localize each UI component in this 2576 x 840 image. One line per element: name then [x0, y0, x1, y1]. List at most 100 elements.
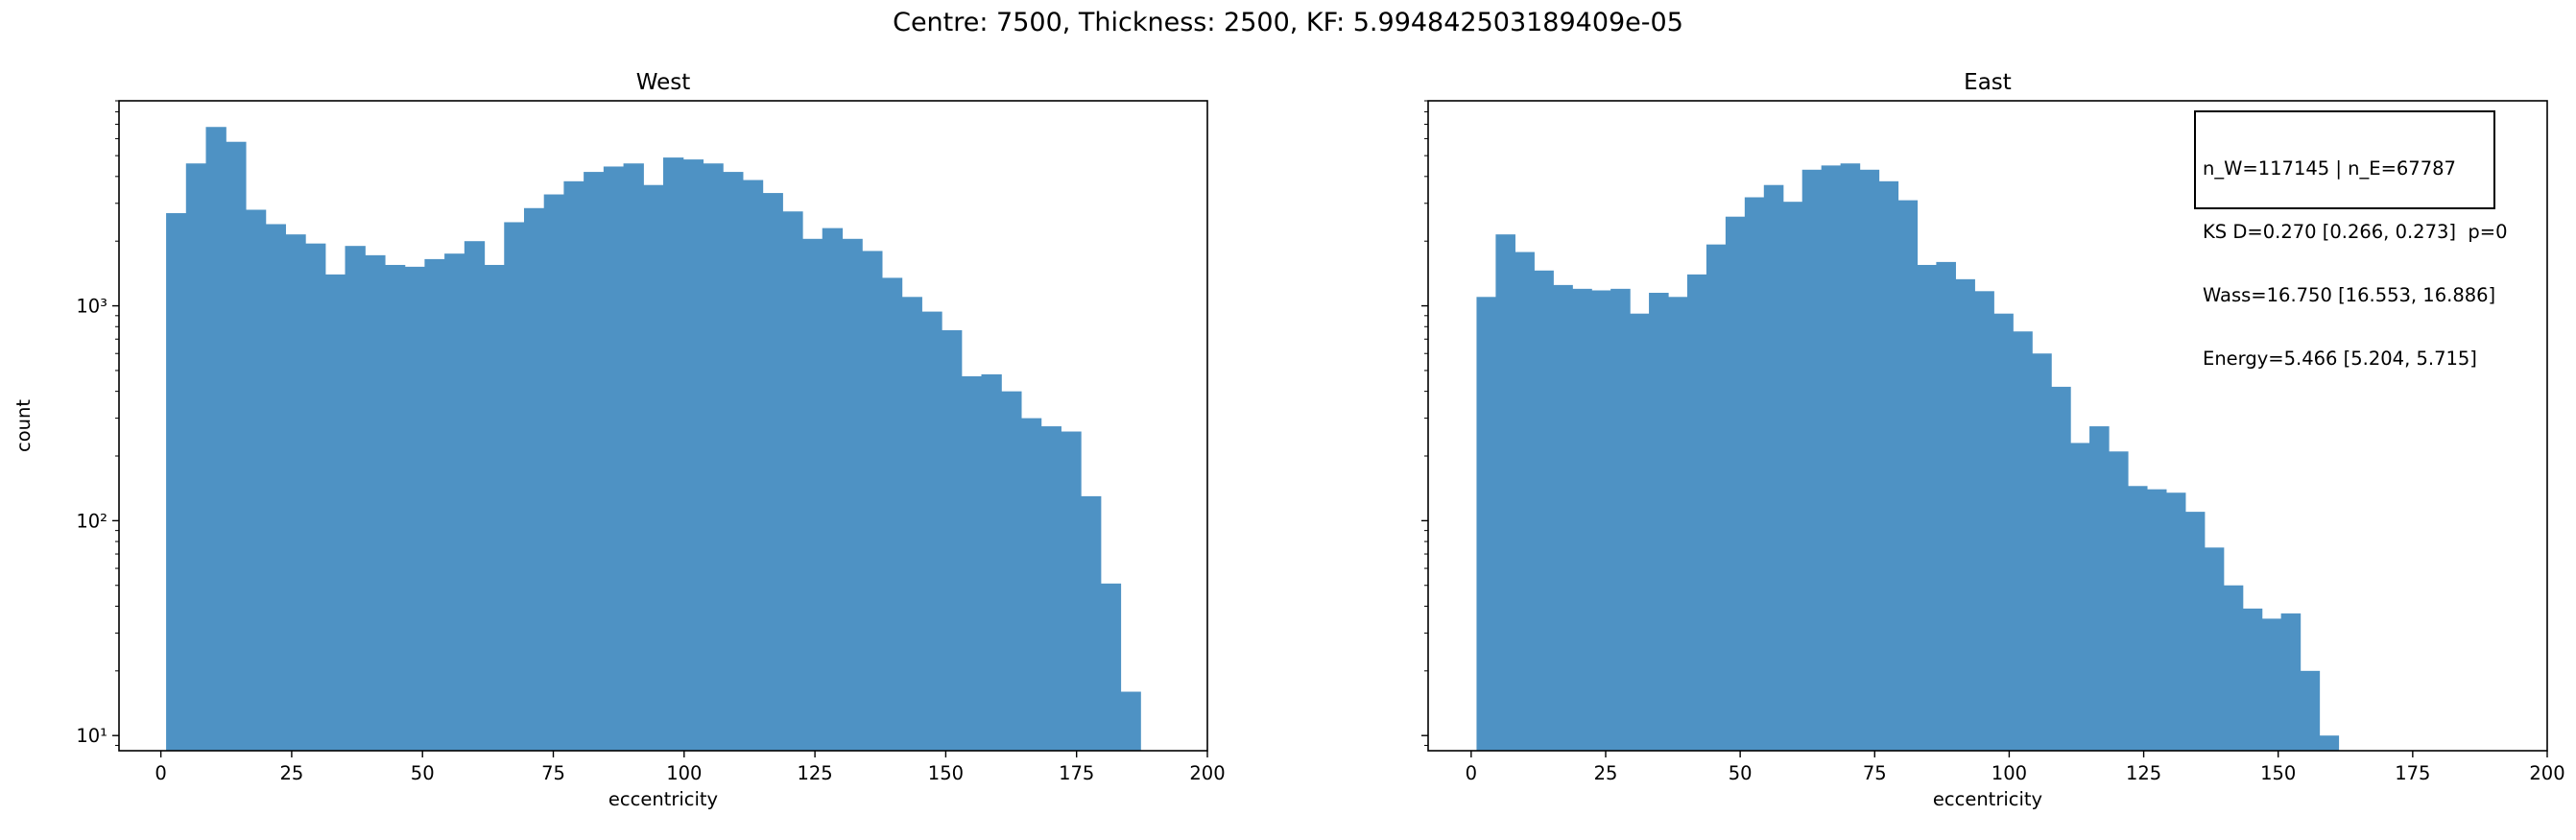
- histogram-bar: [862, 251, 883, 751]
- annotation-line-wasserstein: Wass=16.750 [16.553, 16.886]: [2203, 284, 2496, 306]
- histogram-bar: [1974, 291, 1994, 751]
- histogram-bar: [1686, 274, 1707, 751]
- histogram-bar: [226, 141, 247, 751]
- histogram-bar: [2089, 426, 2110, 751]
- histogram-bar: [543, 194, 565, 751]
- x-tick-label: 150: [928, 762, 964, 784]
- x-tick-label: 150: [2260, 762, 2296, 784]
- histogram-bar: [1100, 583, 1122, 751]
- histogram-bar: [881, 277, 903, 751]
- x-tick-label: 175: [2395, 762, 2430, 784]
- x-tick-label: 125: [2126, 762, 2161, 784]
- histogram-bar: [2051, 386, 2071, 751]
- x-tick-label: 100: [666, 762, 702, 784]
- x-tick-label: 175: [1059, 762, 1094, 784]
- annotation-line-counts: n_W=117145 | n_E=67787: [2203, 157, 2456, 180]
- histogram-bar: [1955, 278, 1975, 751]
- panel-title: West: [636, 70, 691, 95]
- histogram-bar: [2070, 443, 2090, 751]
- histogram-bar: [1801, 169, 1823, 752]
- histogram-bar: [723, 172, 744, 751]
- x-tick-label: 125: [797, 762, 832, 784]
- histogram-bar: [1763, 184, 1784, 752]
- histogram-bar: [2223, 585, 2244, 751]
- x-axis-label: eccentricity: [1933, 788, 2042, 810]
- histogram-bar: [205, 127, 227, 751]
- x-tick-label: 100: [1992, 762, 2027, 784]
- histogram-bar: [1001, 391, 1022, 751]
- histogram-bar: [663, 157, 684, 752]
- histogram-bar: [1040, 426, 1061, 751]
- histogram-bar: [2013, 331, 2033, 751]
- histogram-bar: [285, 234, 306, 752]
- histogram-bar: [643, 184, 664, 752]
- histogram-bar: [504, 222, 525, 752]
- x-axis-label: eccentricity: [608, 788, 718, 810]
- histogram-bar: [265, 224, 286, 752]
- histogram-bar: [1840, 163, 1861, 752]
- histogram-bar: [365, 254, 386, 751]
- histogram-bar: [1515, 252, 1535, 751]
- histogram-bar: [1591, 290, 1611, 751]
- histogram-bar: [1936, 261, 1956, 751]
- histogram-bar: [2319, 735, 2340, 751]
- histogram-bar: [1572, 288, 1592, 751]
- histogram-bar: [1495, 234, 1515, 752]
- histogram-bar: [901, 297, 922, 751]
- histogram-bar: [563, 180, 584, 751]
- histogram-bar: [1081, 495, 1102, 751]
- histogram-bar: [742, 180, 764, 752]
- west-histogram-panel: 0 25 50 75 100 125 150 175 200 10¹ 10² 10³ West eccen…: [12, 70, 1226, 810]
- histogram-bar: [1534, 270, 1554, 751]
- stats-annotation-box: n_W=117145 | n_E=67787 KS D=0.270 [0.266…: [2194, 110, 2508, 370]
- histogram-bar: [2146, 489, 2167, 751]
- histogram-bar: [2184, 512, 2206, 751]
- histogram-bar: [1782, 202, 1803, 751]
- y-axis-label: count: [12, 399, 35, 452]
- histogram-bar: [2165, 492, 2186, 751]
- histogram-bar: [961, 375, 983, 751]
- histogram-bar: [2261, 618, 2282, 751]
- histogram-bar: [345, 246, 366, 751]
- histogram-bar: [2032, 353, 2052, 751]
- histogram-bar: [1120, 691, 1141, 751]
- histogram-bar: [384, 264, 406, 751]
- axes-frame: [118, 100, 1208, 752]
- axes-frame: [1427, 100, 2548, 752]
- histogram-bar: [245, 209, 267, 752]
- x-tick-label: 75: [1863, 762, 1887, 784]
- histogram-bar: [185, 163, 207, 752]
- histogram-bar: [324, 274, 346, 751]
- histogram-bar: [1878, 180, 1899, 751]
- histogram-bar: [305, 243, 326, 751]
- histogram-bar: [1476, 297, 1497, 751]
- histogram-bar: [1630, 313, 1650, 751]
- histogram-bar: [1993, 313, 2014, 751]
- histogram-bar: [682, 159, 704, 752]
- histogram-bar: [762, 193, 783, 751]
- histogram-bar: [1705, 244, 1727, 751]
- x-tick-label: 0: [155, 762, 166, 784]
- east-histogram-panel: 0 25 50 75 100 125 150 175 200 East eccentricity: [1421, 70, 2565, 810]
- histogram-bar: [523, 207, 545, 751]
- histogram-bar: [1744, 197, 1765, 751]
- histogram-bar: [166, 213, 187, 751]
- histogram-bar: [782, 211, 803, 752]
- histogram-bar: [1897, 200, 1919, 752]
- x-tick-label: 0: [1466, 762, 1477, 784]
- histogram-bar: [981, 373, 1002, 751]
- x-tick-label: 200: [2529, 762, 2564, 784]
- histogram-bar: [822, 228, 844, 752]
- histogram-bar: [464, 241, 486, 751]
- annotation-line-ks: KS D=0.270 [0.266, 0.273] p=0: [2203, 221, 2508, 243]
- histogram-bar: [802, 238, 823, 752]
- y-tick-label: 10²: [76, 510, 107, 532]
- histogram-bar: [2280, 613, 2302, 751]
- x-tick-label: 25: [1594, 762, 1618, 784]
- histogram-bar: [1649, 292, 1669, 751]
- histogram-bar: [424, 258, 445, 751]
- histogram-bar: [603, 166, 625, 751]
- histogram-bar: [921, 311, 942, 751]
- x-tick-label: 75: [541, 762, 565, 784]
